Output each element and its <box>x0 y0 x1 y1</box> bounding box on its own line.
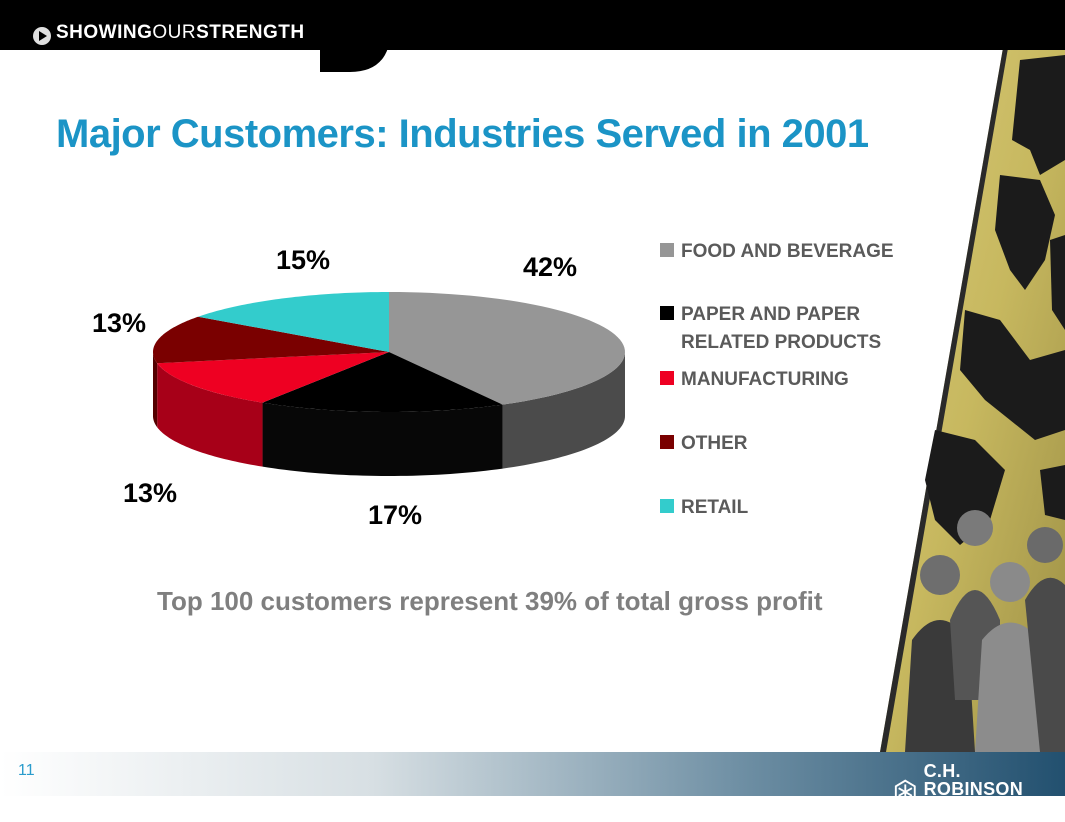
data-label-paper: 17% <box>368 500 423 530</box>
company-logo: C.H. ROBINSON WORLDWIDE, INC. <box>893 762 1065 822</box>
snowflake-logo-icon <box>894 779 916 805</box>
logo-tagline: WORLDWIDE, INC. <box>923 798 1031 821</box>
logo-name: C.H. ROBINSON <box>923 761 1023 799</box>
legend-swatch <box>660 243 674 257</box>
legend-swatch <box>660 371 674 385</box>
legend-swatch <box>660 499 674 513</box>
legend-item-food-and-beverage: FOOD AND BEVERAGE <box>660 238 896 266</box>
legend-swatch <box>660 435 674 449</box>
pie-side-other <box>153 352 158 428</box>
pie-slice-manufacturing <box>157 352 389 403</box>
legend-label: FOOD AND BEVERAGE <box>681 241 894 262</box>
slide-subtitle: Top 100 customers represent 39% of total… <box>157 586 823 616</box>
legend-label: OTHER <box>681 433 748 454</box>
data-label-retail: 15% <box>276 245 331 275</box>
legend-label: MANUFACTURING <box>681 369 849 390</box>
header-bar <box>0 0 1065 50</box>
legend-item-other: OTHER <box>660 430 896 458</box>
legend-item-manufacturing: MANUFACTURING <box>660 366 896 394</box>
header-bar-curve <box>320 48 388 72</box>
footer-bar <box>0 752 1065 796</box>
legend-item-paper: PAPER AND PAPER RELATED PRODUCTS <box>660 301 896 357</box>
pie-slice-other <box>153 316 389 364</box>
pie-side-manufacturing <box>157 363 263 467</box>
pie-slice-food-and-beverage <box>389 292 625 405</box>
page-number: 11 <box>18 762 35 779</box>
legend-item-retail: RETAIL <box>660 494 896 522</box>
data-label-manufacturing: 13% <box>123 478 178 508</box>
legend-label: RETAIL <box>681 497 749 518</box>
pie-slice-retail <box>198 292 389 352</box>
banner-title: SHOWINGOURSTRENGTH <box>56 22 305 43</box>
people-photo <box>905 510 1065 752</box>
data-label-other: 13% <box>92 308 147 338</box>
pie-side-food-and-beverage <box>502 352 625 469</box>
data-label-food-and-beverage: 42% <box>523 252 578 282</box>
play-arrow-icon <box>33 27 51 45</box>
legend-label: PAPER AND PAPER RELATED PRODUCTS <box>681 304 882 353</box>
world-map-artwork <box>880 48 1065 752</box>
slide-title: Major Customers: Industries Served in 20… <box>56 112 869 156</box>
pie-side-paper-and-paper-related-products <box>262 402 503 476</box>
pie-chart <box>153 292 625 476</box>
legend-swatch <box>660 306 674 320</box>
pie-slice-paper-and-paper-related-products <box>262 352 503 412</box>
